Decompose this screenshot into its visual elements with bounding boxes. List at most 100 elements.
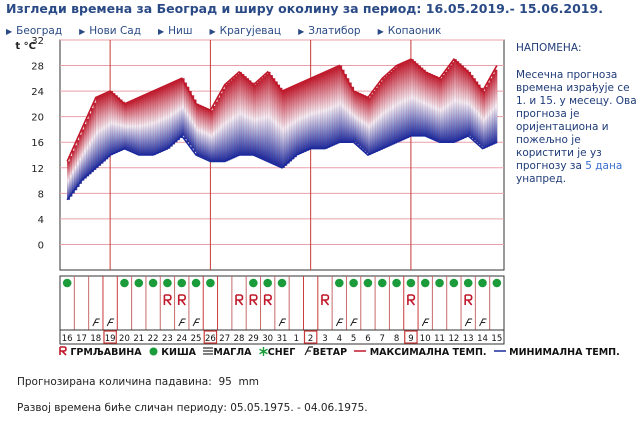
rain-icon [263, 278, 272, 288]
day-label: 4 [337, 334, 342, 344]
precipitation-line: Прогнозирана количина падавина: 95 mm [17, 376, 259, 388]
day-highlight-box [303, 330, 318, 344]
rain-icon [149, 347, 158, 356]
legend-max: МАКСИМАЛНА ТЕМП. [354, 347, 488, 358]
legend-thunder: ГРМЉАВИНА [58, 346, 144, 358]
city-nav: ▶ Београд ▶ Нови Сад ▶ Ниш ▶ Крагујевац ▶ Златибо… [6, 25, 458, 37]
wind-icon [192, 318, 201, 327]
triangle-right-icon: ▶ [377, 27, 384, 36]
rain-icon [492, 278, 502, 288]
rain-icon [120, 278, 129, 288]
wind-icon [421, 318, 430, 327]
rain-icon [134, 278, 144, 288]
y-tick-label: 8 [38, 189, 44, 200]
city-link-label: Крагујевац [219, 25, 282, 37]
day-label: 25 [191, 334, 202, 344]
day-highlight-box [103, 330, 117, 344]
city-link-label: Нови Сад [89, 25, 141, 37]
wind-icon [350, 318, 358, 327]
city-link-1[interactable]: ▶ Београд [6, 25, 62, 37]
legend-rain-label: КИША [161, 347, 197, 358]
wind-icon [92, 318, 100, 327]
day-label: 14 [477, 334, 488, 344]
y-tick-label: 4 [38, 215, 44, 226]
precipitation-label: Прогнозирана количина падавина: [17, 376, 212, 388]
day-label: 18 [90, 334, 101, 344]
day-label: 22 [148, 334, 159, 344]
day-label: 2 [308, 334, 313, 344]
rain-icon [377, 278, 387, 288]
day-label: 23 [162, 334, 173, 344]
thunder-icon [235, 294, 244, 306]
city-link-5[interactable]: ▶ Златибор [298, 25, 361, 37]
day-label: 7 [380, 334, 385, 344]
note-heading: НАПОМЕНА: [516, 42, 582, 54]
legend-min-label: МИНИМАЛНА ТЕМП. [509, 347, 620, 358]
similar-period-label: Развој времена биће сличан периоду: [17, 402, 227, 414]
y-tick-label: 28 [31, 62, 44, 73]
day-label: 16 [62, 334, 73, 344]
rain-icon [435, 278, 444, 288]
day-label: 19 [105, 334, 116, 344]
city-link-4[interactable]: ▶ Крагујевац [209, 25, 281, 37]
thunder-icon [407, 294, 416, 306]
day-label: 6 [365, 334, 370, 344]
day-label: 1 [294, 334, 299, 344]
rain-icon [463, 278, 473, 288]
y-tick-label: 16 [31, 138, 44, 149]
triangle-right-icon: ▶ [298, 27, 305, 36]
thunder-icon [321, 294, 330, 306]
rain-icon [478, 278, 487, 288]
min-temp-line [66, 134, 498, 201]
day-label: 5 [351, 334, 356, 344]
rain-icon [334, 278, 344, 288]
city-link-label: Ниш [168, 25, 193, 37]
legend-fog: МАГЛА [203, 347, 253, 358]
day-label: 30 [262, 334, 273, 344]
rain-icon [191, 278, 201, 288]
rain-icon [406, 278, 416, 288]
rain-icon [62, 278, 72, 288]
city-link-2[interactable]: ▶ Нови Сад [79, 25, 141, 37]
day-label: 21 [133, 334, 144, 344]
max-temp-line [66, 57, 498, 162]
triangle-right-icon: ▶ [79, 27, 86, 36]
thunder-icon [249, 294, 258, 306]
day-label: 24 [176, 334, 187, 344]
legend-rain: КИША [149, 347, 198, 358]
triangle-right-icon: ▶ [6, 27, 13, 36]
y-tick-label: 12 [31, 164, 44, 175]
rain-icon [277, 278, 287, 288]
day-label: 31 [277, 334, 288, 344]
rain-icon [177, 278, 187, 288]
day-label: 9 [408, 334, 413, 344]
day-label: 15 [491, 334, 502, 344]
wind-icon [335, 318, 344, 327]
y-tick-label: 20 [31, 113, 44, 124]
legend-wind: ВЕТАР [303, 346, 350, 358]
rain-icon [449, 278, 459, 288]
page-title: Изгледи времена за Београд и ширу околин… [6, 1, 603, 16]
city-link-6[interactable]: ▶ Копаоник [378, 25, 442, 37]
precipitation-unit: mm [238, 376, 259, 388]
legend: ГРМЉАВИНА КИША МАГЛА СНЕГ ВЕТАР МАКСИМАЛ… [58, 346, 624, 358]
wind-icon [178, 318, 186, 327]
city-link-3[interactable]: ▶ Ниш [158, 25, 192, 37]
legend-max-label: МАКСИМАЛНА ТЕМП. [369, 347, 487, 358]
wind-icon [479, 318, 487, 327]
five-day-forecast-link[interactable]: 5 дана [585, 160, 623, 172]
thunder-icon [59, 346, 67, 356]
day-highlight-box [404, 330, 418, 344]
rain-icon [392, 278, 401, 288]
legend-wind-label: ВЕТАР [312, 347, 348, 358]
note-text: Месечна прогноза времена израђује се 1. … [516, 69, 637, 172]
legend-fog-label: МАГЛА [213, 347, 252, 358]
day-label-row [59, 329, 505, 345]
thunder-icon [464, 294, 473, 306]
note-text-end: унапред. [516, 173, 567, 185]
y-tick-label: 32 [31, 36, 44, 47]
day-label: 11 [434, 334, 445, 344]
temp-band-strip [494, 69, 498, 144]
precipitation-value: 95 [218, 376, 232, 388]
